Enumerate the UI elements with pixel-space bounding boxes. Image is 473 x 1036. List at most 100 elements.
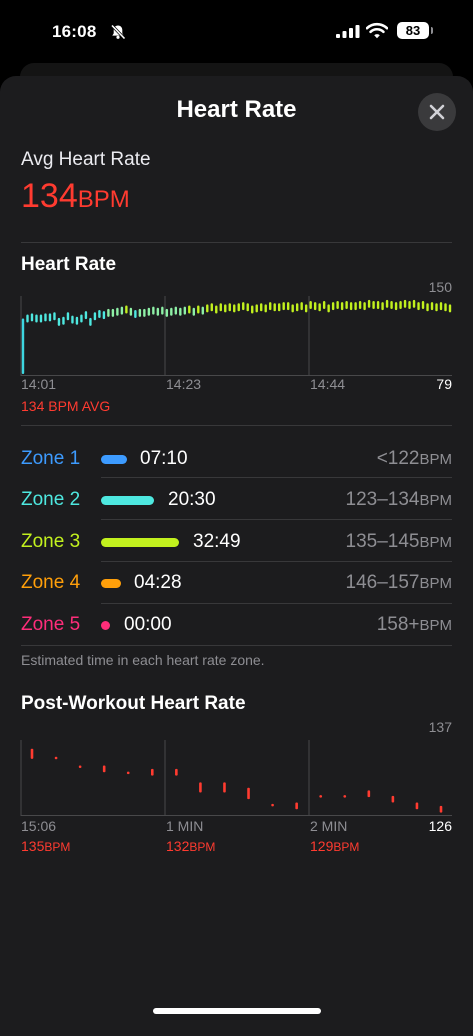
post-bpm-value: 135BPM <box>21 838 70 854</box>
avg-heart-rate-value: 134BPM <box>21 177 130 216</box>
hr-point <box>201 306 204 315</box>
divider <box>21 645 452 646</box>
hr-point <box>439 302 443 311</box>
zone-row-3: Zone 3 32:49 135–145BPM <box>0 521 473 563</box>
avg-value-unit: BPM <box>77 186 130 213</box>
hr-point <box>327 304 330 313</box>
heart-rate-chart <box>20 296 452 376</box>
post-workout-bar <box>319 795 323 798</box>
hr-point <box>242 302 245 311</box>
post-workout-bar <box>126 771 130 775</box>
hr-point <box>233 304 236 313</box>
hr-point <box>394 302 398 311</box>
hr-point <box>354 302 357 311</box>
post-workout-bar <box>102 765 106 773</box>
hr-point <box>313 302 317 311</box>
hr-point <box>156 307 160 316</box>
hr-point <box>304 304 308 313</box>
bpm-number: 132 <box>166 838 190 854</box>
hr-point <box>286 302 290 311</box>
post-y-min-label: 126 <box>428 818 452 834</box>
hr-point <box>62 316 65 325</box>
bpm-number: 129 <box>310 838 334 854</box>
zone-name: Zone 1 <box>21 448 81 469</box>
hr-point <box>381 302 384 311</box>
hr-point <box>80 314 83 323</box>
hr-point <box>399 301 402 310</box>
zone-name: Zone 4 <box>21 572 81 593</box>
zone-time: 04:28 <box>134 572 182 593</box>
hr-avg-label: 134 BPM AVG <box>21 398 111 414</box>
post-workout-bar <box>247 787 250 800</box>
hr-point <box>264 304 267 313</box>
bpm-unit: BPM <box>333 840 360 854</box>
zone-range: 146–157BPM <box>346 572 452 594</box>
zone-name: Zone 2 <box>21 489 81 510</box>
hr-point <box>219 303 222 312</box>
bpm-number: 135 <box>21 838 45 854</box>
hr-point <box>161 306 164 315</box>
hr-point <box>48 313 52 322</box>
avg-heart-rate-label: Avg Heart Rate <box>21 149 151 170</box>
post-workout-bar <box>295 802 298 810</box>
hr-point <box>255 304 258 313</box>
bpm-unit: BPM <box>44 840 71 854</box>
zone-range: 135–145BPM <box>346 531 452 553</box>
hr-point <box>111 308 115 317</box>
hr-point <box>444 303 447 312</box>
hr-point <box>206 304 209 313</box>
post-workout-bar <box>78 765 82 769</box>
hr-point <box>228 303 231 312</box>
hr-point <box>75 316 79 325</box>
avg-value-number: 134 <box>21 177 78 215</box>
hr-point <box>107 308 110 317</box>
zone-range: 158+BPM <box>377 614 452 636</box>
hr-point <box>44 313 47 322</box>
close-button[interactable] <box>418 93 456 131</box>
hr-point <box>448 304 452 313</box>
hr-point <box>430 302 434 311</box>
post-bpm-value: 132BPM <box>166 838 215 854</box>
hr-point <box>134 310 137 319</box>
hr-point <box>291 304 294 313</box>
hr-point <box>412 299 416 308</box>
hr-point <box>403 299 407 308</box>
sheet-title: Heart Rate <box>176 96 297 123</box>
hr-point <box>309 301 312 310</box>
post-y-max-label: 137 <box>428 719 452 735</box>
divider <box>21 242 452 243</box>
zones-note: Estimated time in each heart rate zone. <box>21 652 265 668</box>
zone-range-value: <122 <box>376 448 420 469</box>
hr-point <box>170 307 173 316</box>
divider <box>101 561 452 562</box>
post-workout-bar <box>439 805 443 813</box>
hr-y-max-label: 150 <box>428 279 452 295</box>
zone-range: <122BPM <box>377 448 452 470</box>
hr-point <box>174 306 178 315</box>
post-x-tick: 2 MIN <box>310 818 348 834</box>
zone-range-value: 123–134 <box>345 489 420 510</box>
divider <box>101 603 452 604</box>
zone-name: Zone 5 <box>21 614 81 635</box>
hr-point <box>331 302 335 311</box>
zone-bar <box>101 455 127 464</box>
cellular-signal-icon <box>336 25 360 43</box>
hr-point <box>224 304 227 313</box>
zone-range-value: 146–157 <box>345 572 420 593</box>
hr-point <box>318 303 321 312</box>
zone-row-2: Zone 2 20:30 123–134BPM <box>0 479 473 521</box>
hr-point <box>93 312 97 321</box>
hr-point <box>295 303 299 312</box>
hr-point <box>340 302 344 311</box>
home-indicator[interactable] <box>153 1008 321 1014</box>
hr-point <box>125 305 128 314</box>
hr-point <box>35 314 38 323</box>
hr-point <box>260 303 263 312</box>
hr-point <box>358 301 362 310</box>
hr-point <box>215 305 218 314</box>
battery-level: 83 <box>397 22 429 39</box>
zone-row-5: Zone 5 00:00 158+BPM <box>0 604 473 646</box>
hr-point <box>417 302 420 311</box>
zone-time: 32:49 <box>193 531 241 552</box>
wifi-icon <box>365 22 389 44</box>
